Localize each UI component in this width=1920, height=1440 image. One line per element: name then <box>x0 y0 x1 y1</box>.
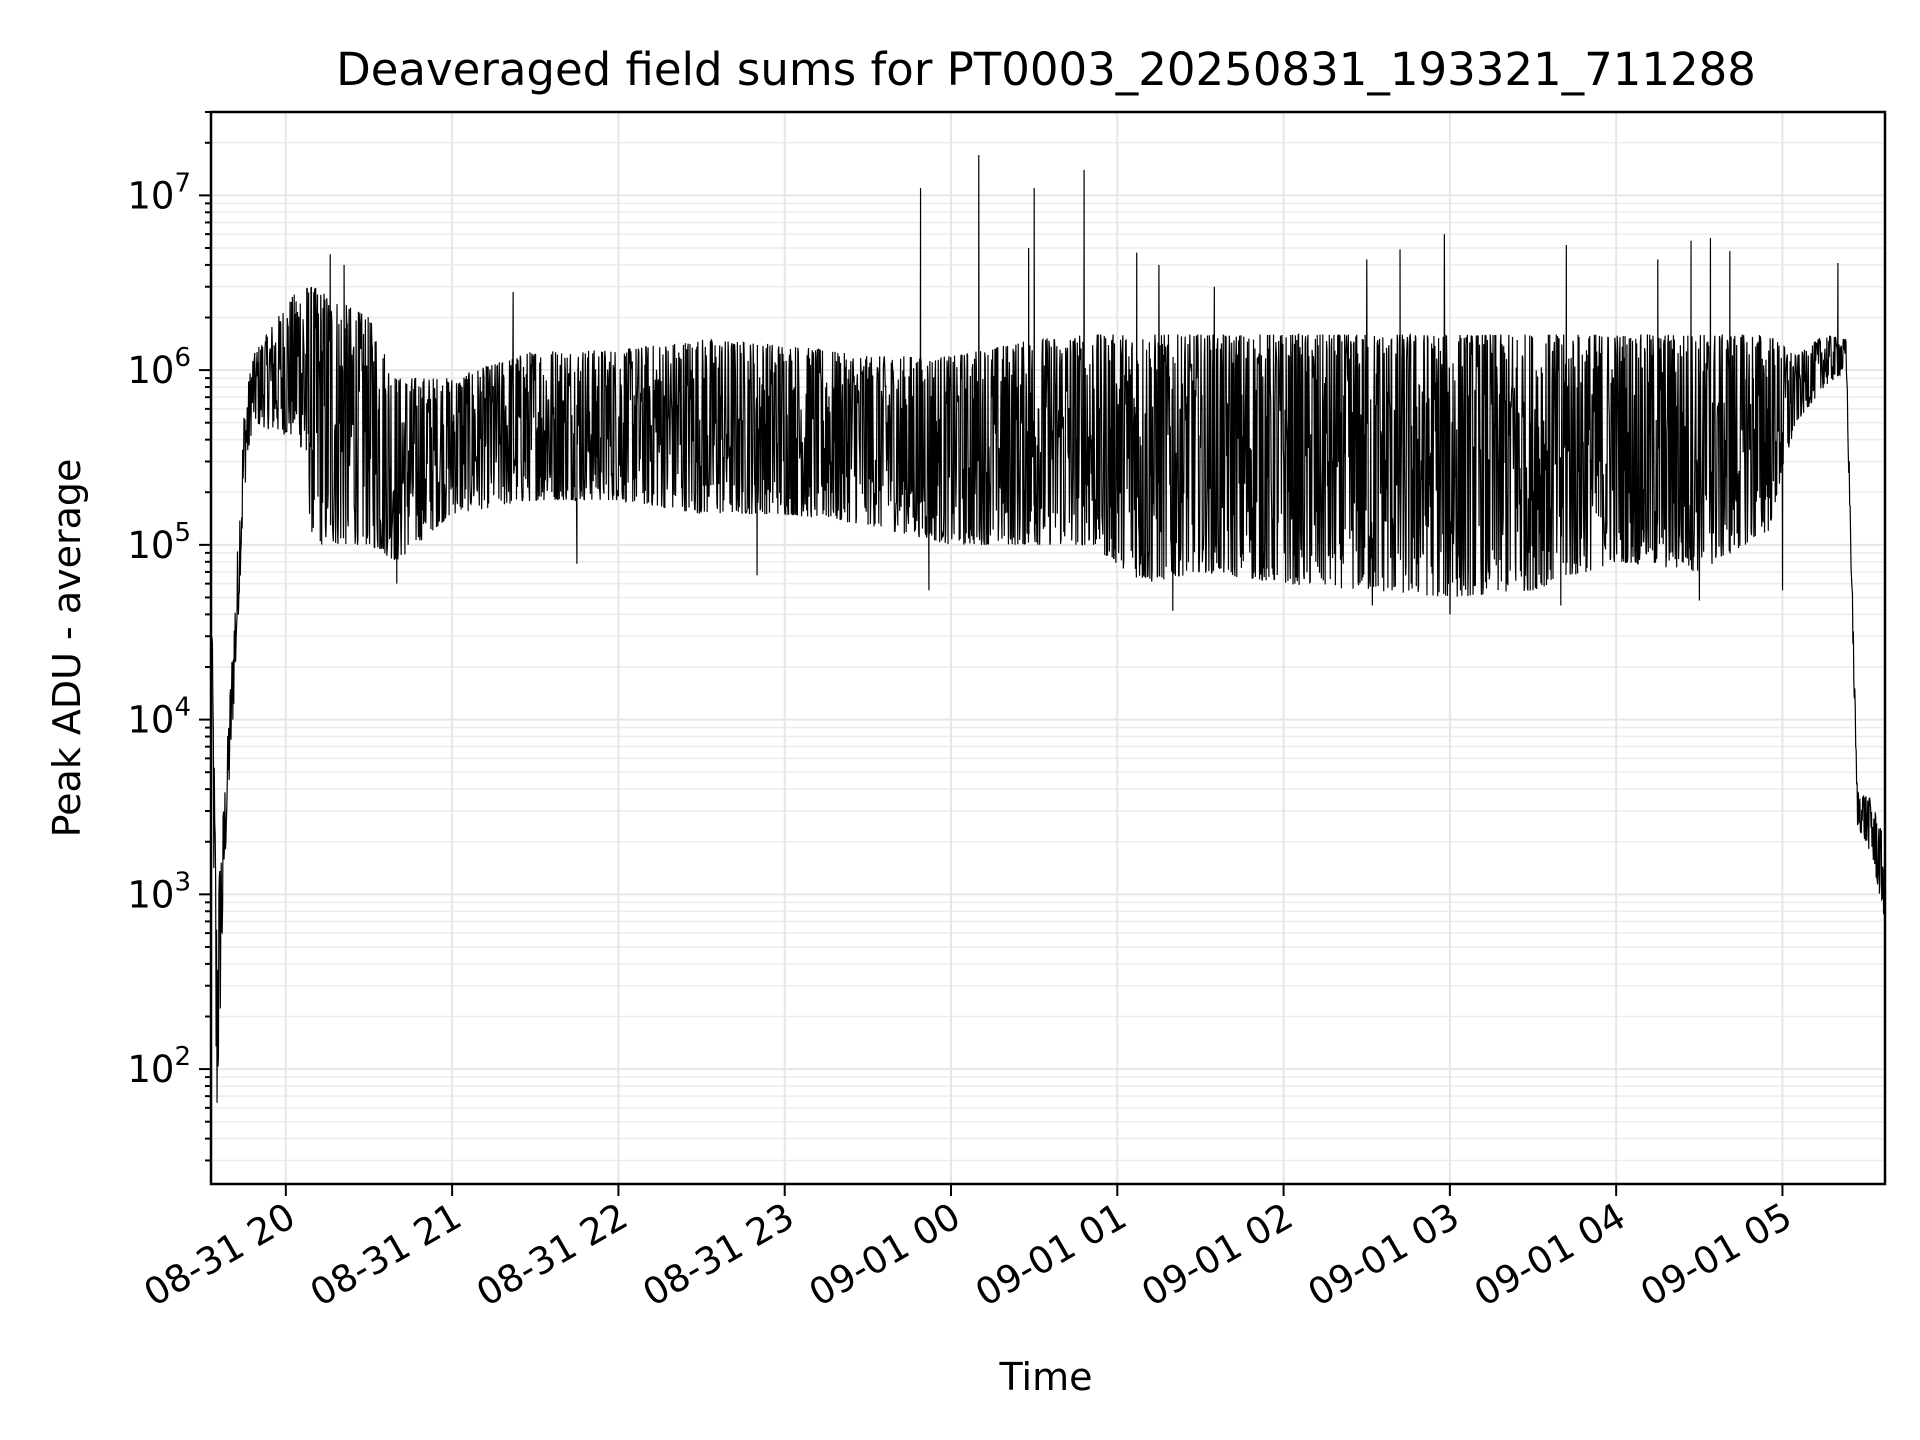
y-tick-label: 105 <box>127 518 191 567</box>
y-tick-exponent: 4 <box>174 693 191 723</box>
x-tick-label: 08-31 23 <box>636 1195 802 1315</box>
plot-frame <box>209 110 1887 1186</box>
y-tick-base: 10 <box>127 873 174 916</box>
x-axis-label: Time <box>999 1355 1093 1399</box>
gridlines <box>211 111 1885 1184</box>
y-tick-exponent: 5 <box>174 518 191 548</box>
x-tick-label: 09-01 04 <box>1467 1195 1633 1315</box>
y-tick-label: 107 <box>127 168 191 217</box>
x-tick-label: 08-31 20 <box>137 1195 303 1315</box>
y-tick-exponent: 2 <box>174 1042 191 1072</box>
x-tick-label: 09-01 03 <box>1301 1195 1467 1315</box>
y-tick-base: 10 <box>127 349 174 392</box>
y-tick-base: 10 <box>127 524 174 567</box>
x-tick-label: 09-01 05 <box>1633 1195 1799 1315</box>
x-tick-label: 08-31 22 <box>469 1195 635 1315</box>
y-axis-label: Peak ADU - average <box>45 459 89 838</box>
chart-title: Deaveraged field sums for PT0003_2025083… <box>336 43 1756 96</box>
y-tick-label: 102 <box>127 1042 191 1091</box>
series-layer <box>211 155 1885 1103</box>
y-tick-exponent: 3 <box>174 867 191 897</box>
series-line <box>211 155 1885 1103</box>
y-tick-base: 10 <box>127 174 174 217</box>
y-tick-label: 104 <box>127 693 191 742</box>
y-tick-base: 10 <box>127 699 174 742</box>
x-tick-label: 09-01 02 <box>1135 1195 1301 1315</box>
y-tick-exponent: 7 <box>174 168 191 198</box>
x-axis: 08-31 20 08-31 21 08-31 22 08-31 23 09-01 00… <box>137 1184 1799 1315</box>
y-tick-label: 103 <box>127 867 191 916</box>
x-tick-label: 08-31 21 <box>303 1195 469 1315</box>
y-tick-exponent: 6 <box>174 343 191 373</box>
x-tick-label: 09-01 00 <box>802 1195 968 1315</box>
y-tick-base: 10 <box>127 1048 174 1091</box>
x-tick-label: 09-01 01 <box>968 1195 1134 1315</box>
y-tick-label: 106 <box>127 343 191 392</box>
